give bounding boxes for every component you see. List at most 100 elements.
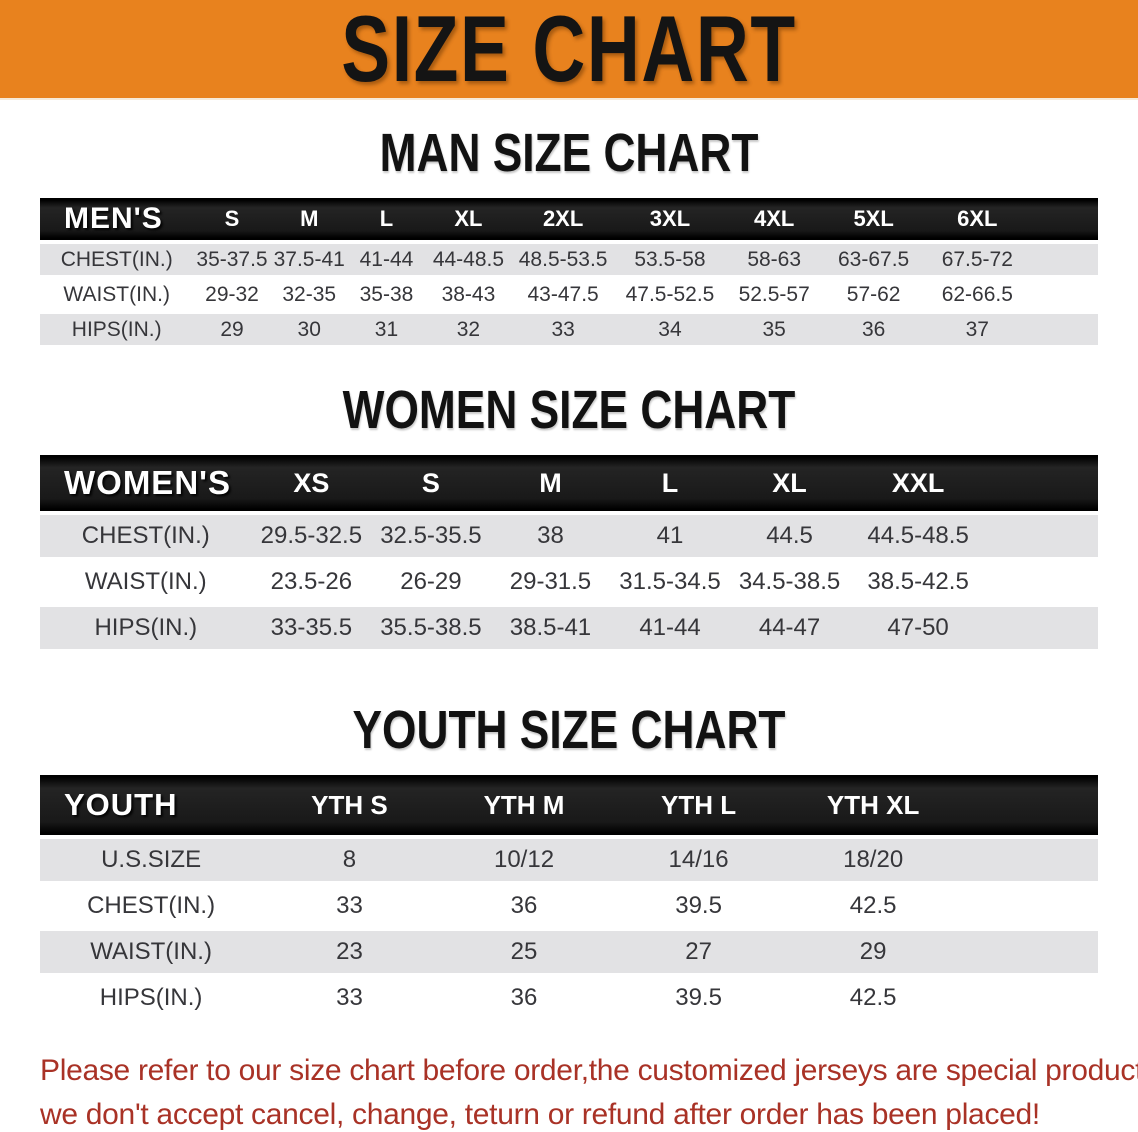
size-column-header: S (371, 455, 491, 511)
size-value: 30 (270, 314, 348, 345)
size-value: 39.5 (611, 977, 786, 1019)
size-value: 32 (425, 314, 512, 345)
size-value: 57-62 (822, 279, 925, 310)
size-value: 29 (785, 931, 961, 973)
row-spacer-cell (986, 607, 1098, 649)
size-value: 41 (610, 515, 730, 557)
measurement-row-label: WAIST(IN.) (40, 279, 194, 310)
size-value: 27 (611, 931, 786, 973)
size-column-header: 5XL (822, 198, 925, 240)
size-value: 35.5-38.5 (371, 607, 491, 649)
size-value: 23.5-26 (251, 561, 372, 603)
size-value: 35-38 (347, 279, 426, 310)
size-value: 58-63 (725, 244, 823, 275)
size-value: 34.5-38.5 (729, 561, 850, 603)
size-value: 32.5-35.5 (371, 515, 491, 557)
youth-size-table: YOUTH YTH S YTH M YTH L YTH XL U.S.SIZE 8 10/12… (40, 771, 1098, 1023)
size-column-header: XL (729, 455, 850, 511)
size-value: 47.5-52.5 (614, 279, 726, 310)
measurement-row-label: WAIST(IN.) (40, 561, 252, 603)
size-column-header: YTH M (436, 775, 612, 835)
women-section-heading: WOMEN SIZE CHART (0, 383, 1138, 437)
size-value: 36 (822, 314, 925, 345)
measurement-row: HIPS(IN.) 33 36 39.5 42.5 (40, 977, 1098, 1019)
size-column-header: 2XL (511, 198, 615, 240)
size-value: 29-31.5 (490, 561, 611, 603)
header-spacer-cell (986, 455, 1098, 511)
measurement-row-label: HIPS(IN.) (40, 314, 194, 345)
size-value: 42.5 (785, 977, 961, 1019)
size-value: 29 (193, 314, 271, 345)
size-value: 52.5-57 (725, 279, 823, 310)
size-column-header: XS (251, 455, 372, 511)
youth-section-heading: YOUTH SIZE CHART (0, 703, 1138, 757)
size-value: 37 (924, 314, 1031, 345)
size-column-header: 6XL (924, 198, 1031, 240)
size-column-header: XL (425, 198, 512, 240)
size-value: 62-66.5 (924, 279, 1031, 310)
measurement-row: WAIST(IN.) 23.5-26 26-29 29-31.5 31.5-34.5 34… (40, 561, 1098, 603)
size-column-header: XXL (849, 455, 987, 511)
size-value: 43-47.5 (511, 279, 615, 310)
size-chart-banner: SIZE CHART (0, 0, 1138, 100)
size-value: 44.5-48.5 (849, 515, 987, 557)
size-value: 38.5-42.5 (849, 561, 987, 603)
size-value: 38 (490, 515, 611, 557)
size-value: 44-47 (729, 607, 850, 649)
measurement-row-label: HIPS(IN.) (40, 977, 263, 1019)
size-column-header: M (490, 455, 611, 511)
size-value: 41-44 (347, 244, 426, 275)
measurement-row: WAIST(IN.) 23 25 27 29 (40, 931, 1098, 973)
size-value: 37.5-41 (270, 244, 348, 275)
women-section-heading-text: WOMEN SIZE CHART (342, 380, 796, 440)
measurement-row: CHEST(IN.) 33 36 39.5 42.5 (40, 885, 1098, 927)
size-value: 33 (511, 314, 615, 345)
size-column-header: 4XL (725, 198, 823, 240)
size-header-row: WOMEN'S XS S M L XL XXL (40, 455, 1098, 511)
table-corner-label: YOUTH (40, 775, 263, 835)
size-value: 26-29 (371, 561, 491, 603)
size-value: 34 (614, 314, 726, 345)
row-spacer-cell (960, 885, 1098, 927)
size-value: 29-32 (193, 279, 271, 310)
size-column-header: YTH S (262, 775, 437, 835)
size-column-header: S (193, 198, 271, 240)
size-value: 31.5-34.5 (610, 561, 730, 603)
measurement-row: CHEST(IN.) 35-37.5 37.5-41 41-44 44-48.5 48.5… (40, 244, 1098, 275)
measurement-row-label: CHEST(IN.) (40, 885, 263, 927)
size-value: 38-43 (425, 279, 512, 310)
table-corner-label: MEN'S (40, 198, 194, 240)
size-value: 44.5 (729, 515, 850, 557)
disclaimer-line-1: Please refer to our size chart before or… (40, 1054, 1138, 1087)
size-value: 33 (262, 977, 437, 1019)
size-value: 47-50 (849, 607, 987, 649)
measurement-row: WAIST(IN.) 29-32 32-35 35-38 38-43 43-47.5 47.… (40, 279, 1098, 310)
measurement-row: HIPS(IN.) 29 30 31 32 33 34 35 36 37 (40, 314, 1098, 345)
size-column-header: L (347, 198, 426, 240)
size-value: 35 (725, 314, 823, 345)
row-spacer-cell (986, 515, 1098, 557)
men-section-heading: MAN SIZE CHART (0, 126, 1138, 180)
row-spacer-cell (960, 839, 1098, 881)
size-value: 25 (436, 931, 612, 973)
size-value: 35-37.5 (193, 244, 271, 275)
size-column-header: YTH XL (785, 775, 961, 835)
header-spacer-cell (960, 775, 1098, 835)
measurement-row-label: HIPS(IN.) (40, 607, 252, 649)
size-value: 53.5-58 (614, 244, 726, 275)
size-column-header: YTH L (611, 775, 786, 835)
size-value: 63-67.5 (822, 244, 925, 275)
men-section-heading-text: MAN SIZE CHART (379, 123, 759, 183)
size-value: 32-35 (270, 279, 348, 310)
size-value: 8 (262, 839, 437, 881)
size-value: 36 (436, 885, 612, 927)
size-value: 23 (262, 931, 437, 973)
size-value: 29.5-32.5 (251, 515, 372, 557)
disclaimer-line-2: we don't accept cancel, change, teturn o… (40, 1098, 1040, 1131)
row-spacer-cell (960, 931, 1098, 973)
size-value: 38.5-41 (490, 607, 611, 649)
size-column-header: 3XL (614, 198, 726, 240)
size-value: 14/16 (611, 839, 786, 881)
measurement-row-label: WAIST(IN.) (40, 931, 263, 973)
size-value: 48.5-53.5 (511, 244, 615, 275)
